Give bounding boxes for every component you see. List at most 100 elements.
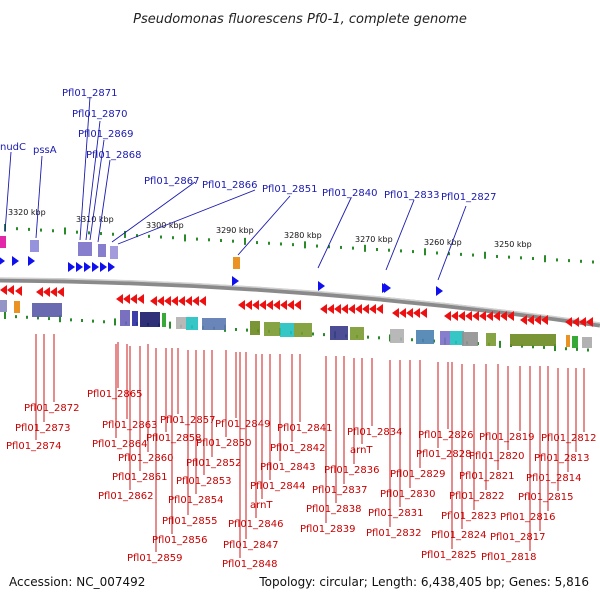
reverse-gene-arrow[interactable]: [36, 287, 43, 297]
gene-label-bottom[interactable]: Pfl01_2823: [441, 511, 497, 522]
annotation-block[interactable]: [14, 301, 20, 313]
reverse-gene-arrow[interactable]: [572, 317, 579, 327]
gene-label-bottom[interactable]: Pfl01_2829: [390, 469, 446, 480]
forward-gene-arrow[interactable]: [318, 281, 325, 291]
annotation-block[interactable]: [390, 329, 404, 343]
gene-label-bottom[interactable]: arnT: [250, 500, 273, 511]
forward-gene-arrow[interactable]: [84, 262, 91, 272]
reverse-gene-arrow[interactable]: [150, 296, 157, 306]
gene-label-bottom[interactable]: Pfl01_2816: [500, 512, 556, 523]
reverse-gene-arrow[interactable]: [294, 300, 301, 310]
reverse-gene-arrow[interactable]: [43, 287, 50, 297]
gene-label-top[interactable]: nudC: [0, 142, 26, 153]
forward-gene-arrow[interactable]: [100, 262, 107, 272]
gene-label-bottom[interactable]: Pfl01_2832: [366, 528, 422, 539]
gene-label-bottom[interactable]: Pfl01_2841: [277, 423, 333, 434]
gene-label-top[interactable]: pssA: [33, 145, 57, 156]
reverse-gene-arrow[interactable]: [534, 315, 541, 325]
gene-label-bottom[interactable]: Pfl01_2859: [127, 553, 183, 564]
gene-label-bottom[interactable]: Pfl01_2873: [15, 423, 71, 434]
gene-label-top[interactable]: Pfl01_2866: [202, 180, 258, 191]
reverse-gene-arrow[interactable]: [451, 311, 458, 321]
annotation-block[interactable]: [294, 323, 312, 337]
gene-label-bottom[interactable]: Pfl01_2814: [526, 473, 582, 484]
gene-label-bottom[interactable]: Pfl01_2839: [300, 524, 356, 535]
gene-label-top[interactable]: Pfl01_2827: [441, 192, 497, 203]
reverse-gene-arrow[interactable]: [479, 311, 486, 321]
gene-label-bottom[interactable]: Pfl01_2826: [418, 430, 474, 441]
annotation-block[interactable]: [416, 330, 434, 344]
reverse-gene-arrow[interactable]: [369, 304, 376, 314]
reverse-gene-arrow[interactable]: [586, 317, 593, 327]
gene-label-bottom[interactable]: Pfl01_2857: [160, 415, 216, 426]
reverse-gene-arrow[interactable]: [520, 315, 527, 325]
gene-label-bottom[interactable]: Pfl01_2862: [98, 491, 154, 502]
forward-gene-arrow[interactable]: [68, 262, 75, 272]
reverse-gene-arrow[interactable]: [252, 300, 259, 310]
gene-label-bottom[interactable]: Pfl01_2864: [92, 439, 148, 450]
reverse-gene-arrow[interactable]: [287, 300, 294, 310]
reverse-gene-arrow[interactable]: [245, 300, 252, 310]
gene-label-bottom[interactable]: Pfl01_2842: [270, 443, 326, 454]
gene-label-top[interactable]: Pfl01_2833: [384, 190, 440, 201]
forward-gene-arrow[interactable]: [12, 256, 19, 266]
gene-label-bottom[interactable]: Pfl01_2874: [6, 441, 62, 452]
annotation-block[interactable]: [350, 327, 364, 340]
gene-label-bottom[interactable]: Pfl01_2865: [87, 389, 143, 400]
reverse-gene-arrow[interactable]: [50, 287, 57, 297]
reverse-gene-arrow[interactable]: [0, 285, 7, 295]
annotation-block[interactable]: [582, 337, 592, 348]
reverse-gene-arrow[interactable]: [579, 317, 586, 327]
reverse-gene-arrow[interactable]: [273, 300, 280, 310]
gene-label-bottom[interactable]: Pfl01_2819: [479, 432, 535, 443]
reverse-gene-arrow[interactable]: [486, 311, 493, 321]
reverse-gene-arrow[interactable]: [444, 311, 451, 321]
gene-label-bottom[interactable]: Pfl01_2852: [186, 458, 242, 469]
reverse-gene-arrow[interactable]: [376, 304, 383, 314]
reverse-gene-arrow[interactable]: [458, 311, 465, 321]
reverse-gene-arrow[interactable]: [57, 287, 64, 297]
reverse-gene-arrow[interactable]: [541, 315, 548, 325]
reverse-gene-arrow[interactable]: [164, 296, 171, 306]
gene-label-bottom[interactable]: Pfl01_2854: [168, 495, 224, 506]
annotation-block[interactable]: [32, 303, 62, 317]
gene-label-bottom[interactable]: Pfl01_2855: [162, 516, 218, 527]
reverse-gene-arrow[interactable]: [507, 311, 514, 321]
annotation-block[interactable]: [162, 313, 166, 327]
annotation-block[interactable]: [510, 334, 534, 346]
forward-gene-arrow[interactable]: [28, 256, 35, 266]
gene-label-bottom[interactable]: Pfl01_2872: [24, 403, 80, 414]
gene-label-bottom[interactable]: Pfl01_2856: [152, 535, 208, 546]
gene-label-bottom[interactable]: Pfl01_2853: [176, 476, 232, 487]
forward-gene-arrow[interactable]: [436, 286, 443, 296]
reverse-gene-arrow[interactable]: [565, 317, 572, 327]
reverse-gene-arrow[interactable]: [527, 315, 534, 325]
reverse-gene-arrow[interactable]: [238, 300, 245, 310]
reverse-gene-arrow[interactable]: [130, 294, 137, 304]
reverse-gene-arrow[interactable]: [266, 300, 273, 310]
reverse-gene-arrow[interactable]: [420, 308, 427, 318]
reverse-gene-arrow[interactable]: [355, 304, 362, 314]
gene-label-bottom[interactable]: Pfl01_2858: [146, 433, 202, 444]
annotation-block[interactable]: [572, 336, 578, 348]
reverse-gene-arrow[interactable]: [413, 308, 420, 318]
annotation-block[interactable]: [462, 332, 478, 346]
annotation-block[interactable]: [186, 317, 198, 330]
reverse-gene-arrow[interactable]: [500, 311, 507, 321]
annotation-block[interactable]: [98, 244, 106, 257]
gene-label-top[interactable]: Pfl01_2871: [62, 88, 118, 99]
annotation-block[interactable]: [202, 318, 226, 330]
gene-label-bottom[interactable]: Pfl01_2821: [459, 471, 515, 482]
reverse-gene-arrow[interactable]: [137, 294, 144, 304]
annotation-block[interactable]: [110, 246, 118, 259]
reverse-gene-arrow[interactable]: [362, 304, 369, 314]
reverse-gene-arrow[interactable]: [7, 285, 14, 295]
gene-label-bottom[interactable]: Pfl01_2848: [222, 559, 278, 570]
reverse-gene-arrow[interactable]: [399, 308, 406, 318]
annotation-block[interactable]: [450, 331, 464, 345]
reverse-gene-arrow[interactable]: [15, 286, 22, 296]
gene-label-bottom[interactable]: Pfl01_2822: [449, 491, 505, 502]
reverse-gene-arrow[interactable]: [157, 296, 164, 306]
gene-label-bottom[interactable]: Pfl01_2843: [260, 462, 316, 473]
gene-label-top[interactable]: Pfl01_2840: [322, 188, 378, 199]
